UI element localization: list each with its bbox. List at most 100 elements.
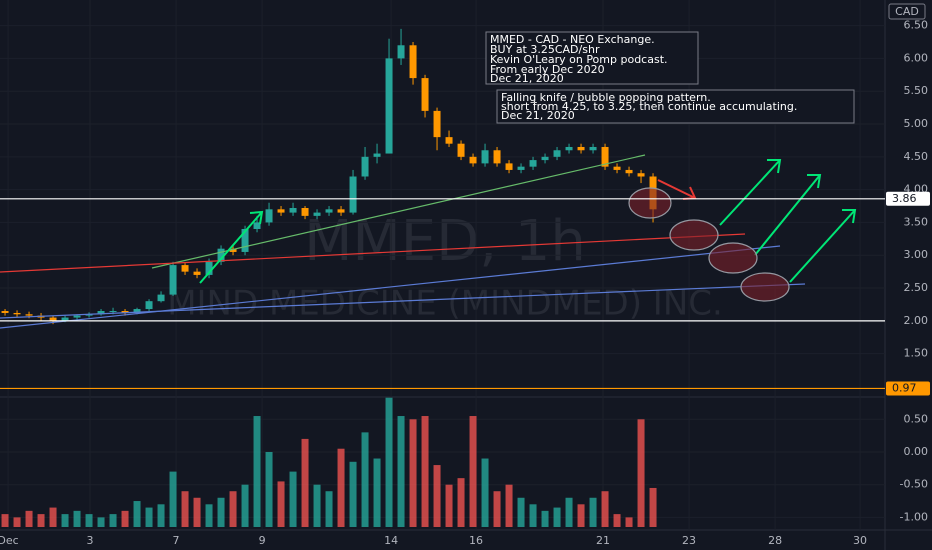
volume-bar [121, 510, 129, 527]
price-label-box [886, 191, 930, 206]
candle-body [361, 156, 369, 177]
candle-body [409, 45, 417, 79]
candle-body [637, 173, 645, 177]
volume-bar [649, 487, 657, 527]
annotation-line: Dec 21, 2020 [490, 72, 564, 85]
y-tick-label: -1.00 [900, 510, 928, 523]
volume-bar [517, 497, 525, 527]
candle-body [73, 315, 81, 318]
candle-body [553, 150, 561, 157]
candle-body [181, 265, 189, 272]
x-tick-label: 9 [259, 534, 266, 547]
candle-body [169, 265, 177, 295]
trend-line [0, 233, 746, 273]
volume-bar [325, 491, 333, 527]
candle-body [517, 166, 525, 170]
x-tick-label: 30 [853, 534, 867, 547]
candle-body [121, 311, 129, 313]
candle-body [157, 294, 165, 302]
candle-body [349, 176, 357, 213]
candle-body [385, 58, 393, 154]
volume-bar [565, 497, 573, 527]
volume-bar [169, 471, 177, 527]
volume-bar [397, 416, 405, 527]
candle-body [13, 312, 21, 315]
y-tick-label: 2.00 [904, 314, 929, 327]
y-tick-label: 3.50 [904, 215, 929, 228]
candle-body [49, 317, 57, 321]
candle-body [577, 146, 585, 151]
candle-body [253, 222, 261, 229]
annotation-box [496, 89, 855, 124]
y-tick-label: 4.50 [904, 150, 929, 163]
candle-body [97, 311, 105, 315]
candle-body [205, 261, 213, 275]
volume-bar [109, 514, 117, 527]
volume-bar [265, 451, 273, 527]
candle-body [493, 150, 501, 164]
candle-body [481, 150, 489, 164]
x-tick-label: 7 [173, 534, 180, 547]
volume-bar [193, 497, 201, 527]
trend-line [0, 245, 781, 329]
volume-bar [421, 416, 429, 527]
candle-body [541, 156, 549, 161]
candle-body [445, 137, 453, 144]
candle-body [373, 153, 381, 157]
volume-bar [601, 491, 609, 527]
volume-bar [337, 448, 345, 527]
volume-bar [301, 438, 309, 527]
candle-body [1, 311, 9, 313]
volume-bar [277, 481, 285, 527]
candle-body [457, 143, 465, 157]
trend-line [151, 154, 646, 269]
circle [669, 219, 719, 251]
candle-body [433, 110, 441, 138]
candle-body [229, 248, 237, 252]
x-tick-label: 3 [87, 534, 94, 547]
candle-body [109, 311, 117, 313]
candle-body [337, 209, 345, 213]
volume-bar [181, 491, 189, 527]
y-tick-label: 0.50 [904, 412, 929, 425]
candle-body [421, 78, 429, 111]
volume-bar [433, 465, 441, 527]
circle [628, 187, 672, 219]
volume-bar [385, 397, 393, 527]
annotation: Falling knife / bubble popping pattern. … [496, 89, 855, 124]
y-tick-label: 5.00 [904, 117, 929, 130]
candle-body [61, 317, 69, 321]
volume-bar [229, 491, 237, 527]
x-tick-label: 21 [596, 534, 610, 547]
watermark-name: MIND MEDICINE (MINDMED) INC. [167, 284, 723, 324]
y-tick-label: 0.00 [904, 445, 929, 458]
volume-bar [589, 497, 597, 527]
candle-body [469, 156, 477, 164]
volume-bar [553, 507, 561, 527]
annotation-line: Kevin O'Leary on Pomp podcast. [490, 53, 668, 66]
candle-body [529, 160, 537, 167]
volume-bar [97, 517, 105, 527]
trend-line [0, 283, 806, 319]
annotation-line: Falling knife / bubble popping pattern. [501, 91, 711, 104]
x-tick-label: 23 [682, 534, 696, 547]
volume-bar [637, 419, 645, 527]
y-tick-label: 6.00 [904, 51, 929, 64]
currency-box [888, 3, 926, 20]
x-tick-label: Dec [0, 534, 19, 547]
candle-body [613, 166, 621, 170]
volume-bar [1, 514, 9, 527]
annotation-line: short from 4.25, to 3.25, then continue … [501, 100, 797, 113]
volume-bar [349, 461, 357, 527]
x-tick-label: 16 [469, 534, 483, 547]
volume-bar [373, 458, 381, 527]
volume-bar [13, 517, 21, 527]
x-tick-label: 14 [384, 534, 398, 547]
volume-bar [505, 484, 513, 527]
annotation-line: From early Dec 2020 [490, 63, 605, 76]
volume-bar [361, 432, 369, 527]
volume-bar [409, 419, 417, 527]
volume-bar [49, 507, 57, 527]
candle-body [241, 228, 249, 252]
